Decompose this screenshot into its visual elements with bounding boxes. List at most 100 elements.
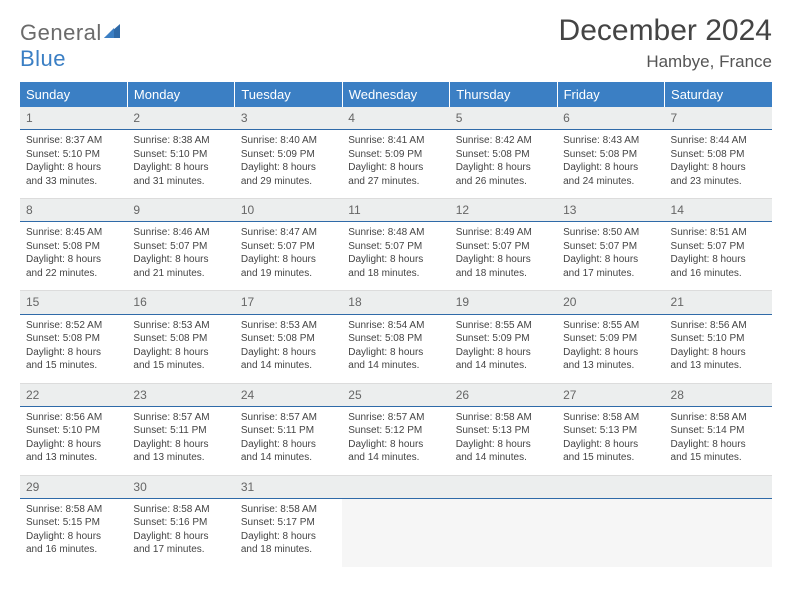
day-cell: Sunrise: 8:40 AMSunset: 5:09 PMDaylight:… (235, 130, 342, 199)
sunset-text: Sunset: 5:08 PM (671, 148, 766, 162)
day-number: 27 (557, 383, 664, 406)
sunrise-text: Sunrise: 8:58 AM (133, 503, 228, 517)
sunrise-text: Sunrise: 8:57 AM (133, 411, 228, 425)
sunrise-text: Sunrise: 8:54 AM (348, 319, 443, 333)
day-info-row: Sunrise: 8:58 AM Sunset: 5:15 PM Daylight:… (20, 498, 772, 567)
page-title: December 2024 (559, 14, 772, 48)
location: Hambye, France (559, 52, 772, 72)
sunset-text: Sunset: 5:07 PM (671, 240, 766, 254)
daylight-text-1: Daylight: 8 hours (241, 161, 336, 175)
day-cell: Sunrise: 8:58 AMSunset: 5:16 PMDaylight:… (127, 498, 234, 567)
sunset-text: Sunset: 5:17 PM (241, 516, 336, 530)
daylight-text-1: Daylight: 8 hours (241, 346, 336, 360)
daylight-text-1: Daylight: 8 hours (133, 530, 228, 544)
sunrise-text: Sunrise: 8:53 AM (241, 319, 336, 333)
daylight-text-2: and 13 minutes. (26, 451, 121, 465)
day-number: 8 (20, 199, 127, 222)
sunset-text: Sunset: 5:10 PM (26, 424, 121, 438)
daylight-text-2: and 13 minutes. (671, 359, 766, 373)
daylight-text-2: and 15 minutes. (671, 451, 766, 465)
sunset-text: Sunset: 5:07 PM (456, 240, 551, 254)
sunset-text: Sunset: 5:08 PM (563, 148, 658, 162)
daylight-text-1: Daylight: 8 hours (671, 161, 766, 175)
day-number (342, 475, 449, 498)
daylight-text-1: Daylight: 8 hours (671, 346, 766, 360)
day-number: 16 (127, 291, 234, 314)
day-cell: Sunrise: 8:38 AMSunset: 5:10 PMDaylight:… (127, 130, 234, 199)
day-cell: Sunrise: 8:53 AMSunset: 5:08 PMDaylight:… (127, 314, 234, 383)
day-number: 18 (342, 291, 449, 314)
daylight-text-2: and 15 minutes. (133, 359, 228, 373)
day-cell: Sunrise: 8:55 AMSunset: 5:09 PMDaylight:… (557, 314, 664, 383)
sunset-text: Sunset: 5:08 PM (456, 148, 551, 162)
daylight-text-2: and 33 minutes. (26, 175, 121, 189)
day-info-row: Sunrise: 8:37 AMSunset: 5:10 PMDaylight:… (20, 130, 772, 199)
sunset-text: Sunset: 5:08 PM (348, 332, 443, 346)
sunrise-text: Sunrise: 8:38 AM (133, 134, 228, 148)
day-number: 24 (235, 383, 342, 406)
weekday-header: Friday (557, 82, 664, 107)
sunset-text: Sunset: 5:10 PM (133, 148, 228, 162)
day-number: 7 (665, 107, 772, 130)
sunset-text: Sunset: 5:09 PM (563, 332, 658, 346)
day-number (450, 475, 557, 498)
daylight-text-2: and 23 minutes. (671, 175, 766, 189)
sunrise-text: Sunrise: 8:58 AM (671, 411, 766, 425)
day-cell: Sunrise: 8:58 AMSunset: 5:17 PMDaylight:… (235, 498, 342, 567)
day-cell: Sunrise: 8:54 AMSunset: 5:08 PMDaylight:… (342, 314, 449, 383)
daylight-text-1: Daylight: 8 hours (671, 438, 766, 452)
daylight-text-1: Daylight: 8 hours (348, 161, 443, 175)
sunset-text: Sunset: 5:08 PM (241, 332, 336, 346)
daylight-text-2: and 14 minutes. (348, 359, 443, 373)
sunset-text: Sunset: 5:07 PM (348, 240, 443, 254)
daylight-text-1: Daylight: 8 hours (348, 438, 443, 452)
daylight-text-2: and 17 minutes. (133, 543, 228, 557)
day-cell: Sunrise: 8:49 AMSunset: 5:07 PMDaylight:… (450, 222, 557, 291)
sunrise-text: Sunrise: 8:42 AM (456, 134, 551, 148)
day-number (665, 475, 772, 498)
sunset-text: Sunset: 5:08 PM (26, 332, 121, 346)
daylight-text-1: Daylight: 8 hours (348, 346, 443, 360)
daylight-text-2: and 16 minutes. (671, 267, 766, 281)
day-cell (450, 498, 557, 567)
sunset-text: Sunset: 5:09 PM (348, 148, 443, 162)
daylight-text-2: and 14 minutes. (348, 451, 443, 465)
day-number: 11 (342, 199, 449, 222)
day-cell: Sunrise: 8:57 AMSunset: 5:11 PMDaylight:… (235, 406, 342, 475)
day-cell: Sunrise: 8:42 AMSunset: 5:08 PMDaylight:… (450, 130, 557, 199)
daylight-text-2: and 21 minutes. (133, 267, 228, 281)
logo-word1: General (20, 20, 102, 45)
sunset-text: Sunset: 5:15 PM (26, 516, 121, 530)
daylight-text-1: Daylight: 8 hours (456, 346, 551, 360)
daylight-text-2: and 14 minutes. (241, 451, 336, 465)
daylight-text-1: Daylight: 8 hours (456, 161, 551, 175)
daylight-text-2: and 14 minutes. (456, 359, 551, 373)
sunrise-text: Sunrise: 8:44 AM (671, 134, 766, 148)
day-number: 25 (342, 383, 449, 406)
sunrise-text: Sunrise: 8:53 AM (133, 319, 228, 333)
sunset-text: Sunset: 5:11 PM (133, 424, 228, 438)
day-cell: Sunrise: 8:58 AMSunset: 5:15 PMDaylight:… (20, 498, 127, 567)
day-cell: Sunrise: 8:46 AMSunset: 5:07 PMDaylight:… (127, 222, 234, 291)
daylight-text-1: Daylight: 8 hours (563, 161, 658, 175)
day-number: 2 (127, 107, 234, 130)
day-cell: Sunrise: 8:53 AMSunset: 5:08 PMDaylight:… (235, 314, 342, 383)
daylight-text-2: and 31 minutes. (133, 175, 228, 189)
daylight-text-1: Daylight: 8 hours (563, 253, 658, 267)
sunrise-text: Sunrise: 8:57 AM (348, 411, 443, 425)
daylight-text-2: and 24 minutes. (563, 175, 658, 189)
daylight-text-2: and 18 minutes. (456, 267, 551, 281)
day-number: 22 (20, 383, 127, 406)
daylight-text-2: and 16 minutes. (26, 543, 121, 557)
day-cell: Sunrise: 8:48 AMSunset: 5:07 PMDaylight:… (342, 222, 449, 291)
sunrise-text: Sunrise: 8:43 AM (563, 134, 658, 148)
sunrise-text: Sunrise: 8:58 AM (456, 411, 551, 425)
daylight-text-1: Daylight: 8 hours (456, 438, 551, 452)
sunset-text: Sunset: 5:14 PM (671, 424, 766, 438)
day-number-row: 22232425262728 (20, 383, 772, 406)
day-number: 19 (450, 291, 557, 314)
logo-text: GeneralBlue (20, 20, 122, 72)
sunrise-text: Sunrise: 8:41 AM (348, 134, 443, 148)
day-cell: Sunrise: 8:47 AMSunset: 5:07 PMDaylight:… (235, 222, 342, 291)
daylight-text-2: and 19 minutes. (241, 267, 336, 281)
